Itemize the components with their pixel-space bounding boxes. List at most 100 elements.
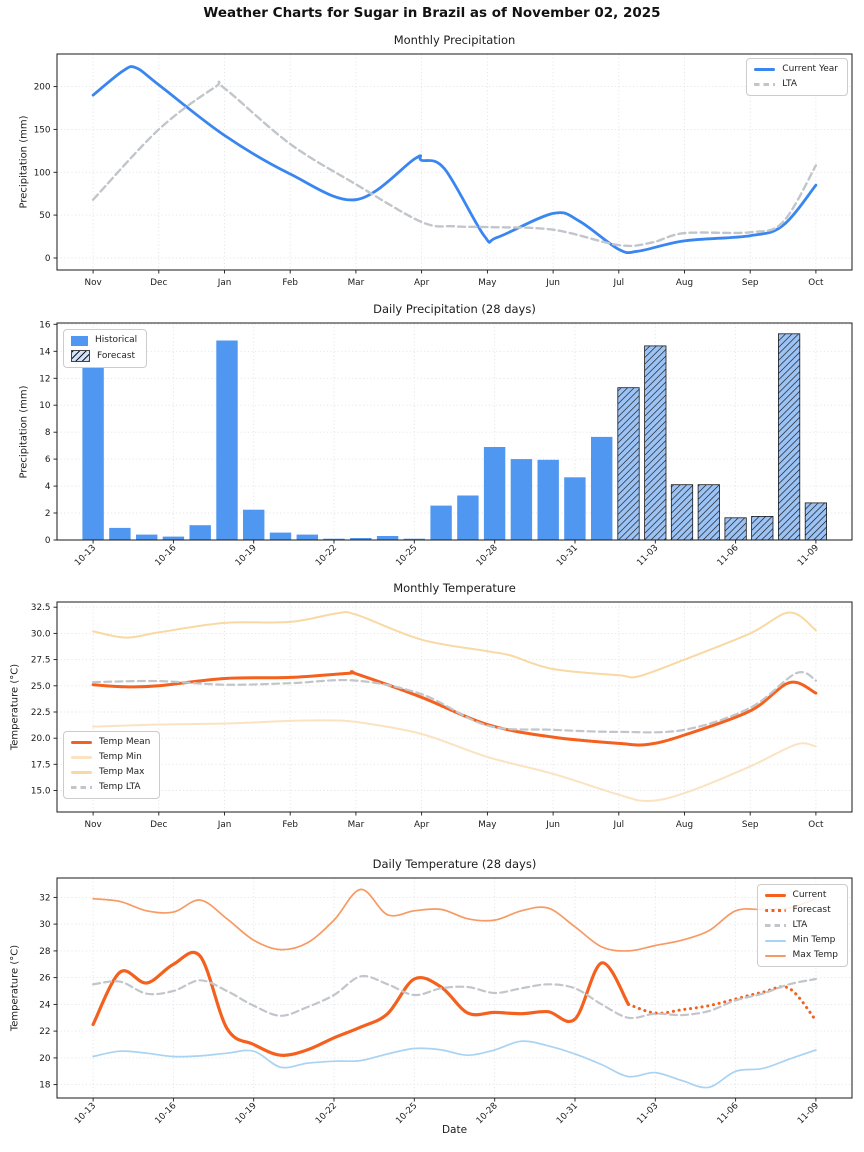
x-tick-label: Jun [545,278,560,288]
y-tick-label: 25.0 [31,682,51,692]
daily-precip-ylabel: Precipitation (mm) [18,385,30,479]
x-tick-label: 10-25 [394,1101,419,1126]
x-tick-label: Oct [808,278,824,288]
legend-swatch-dashed [754,83,776,86]
tick-labels: 0 50 100 150 200 Nov Dec Jan Feb Mar Apr May Jun Jul A… [34,83,824,288]
legend-label: Current [792,890,827,900]
historical-bar-10-20 [269,532,292,540]
y-tick-label: 30.0 [31,629,51,639]
x-tick-label: 10-28 [475,543,500,568]
x-tick-label: 10-13 [73,1101,98,1126]
legend-label: Temp Max [99,767,145,777]
plot-border [56,601,853,813]
historical-bar-10-22 [323,538,345,540]
legend-label: Max Temp [792,950,838,960]
x-tick-label: 10-28 [475,1101,500,1126]
y-tick-label: 27.5 [31,656,51,666]
legend-entry: Forecast [71,350,137,362]
legend-swatch-line [754,67,776,72]
legend-entry: Temp Min [71,752,150,763]
y-tick-label: 32.5 [31,603,51,613]
forecast-bar-11-08 [778,333,801,541]
x-tick-label: 11-06 [716,1101,741,1126]
series-temp-min [92,719,817,803]
historical-bar-10-28 [483,447,506,540]
y-tick-label: 0 [45,536,51,546]
forecast-bar-11-06 [724,517,747,541]
series-forecast [627,985,818,1022]
x-tick-label: Jan [217,278,232,288]
monthly-precipitation-title: Monthly Precipitation [393,33,516,47]
x-tick-label: Jun [545,820,560,830]
x-tick-label: Dec [150,278,167,288]
y-tick-label: 150 [34,125,51,135]
monthly-temp-legend: Temp Mean Temp Min Temp Max Temp LTA [63,731,161,799]
legend-entry: Min Temp [764,935,838,946]
y-tick-label: 22 [39,1027,50,1037]
axis-ticks [53,896,817,1102]
y-tick-label: 30 [39,920,51,930]
historical-bar-10-30 [537,459,559,540]
y-tick-label: 24 [39,1000,51,1010]
y-tick-label: 17.5 [31,760,51,770]
y-tick-label: 20 [39,1054,51,1064]
y-tick-label: 50 [39,211,51,221]
y-tick-label: 32 [39,893,50,903]
y-tick-label: 0 [45,254,51,264]
x-tick-label: Nov [85,820,102,830]
legend-entry: Temp LTA [71,782,150,793]
monthly-precip-ylabel: Precipitation (mm) [18,115,30,209]
x-tick-label: Apr [414,278,430,288]
x-tick-label: 11-09 [796,543,821,568]
legend-swatch-box [71,335,88,346]
y-tick-label: 200 [34,83,51,93]
x-tick-label: Sep [742,278,759,288]
legend-entry: Historical [71,335,137,346]
legend-swatch-line [71,740,92,745]
legend-label: Temp Min [99,752,142,762]
tick-labels: 15.0 17.5 20.0 22.5 25.0 27.5 30.0 32.5 Nov Dec Ja… [31,603,824,830]
legend-entry: LTA [754,79,838,90]
historical-bar-10-29 [510,459,533,540]
x-tick-label: Sep [742,820,759,830]
historical-bar-10-21 [296,534,318,540]
forecast-bar-11-02 [617,387,640,541]
date-axis-label: Date [441,1124,468,1136]
historical-bar-10-31 [564,477,586,540]
figure-title: Weather Charts for Sugar in Brazil as of… [203,5,661,21]
x-tick-label: 10-19 [234,543,259,568]
historical-bar-10-16 [162,536,185,540]
y-tick-label: 22.5 [31,708,51,718]
historical-bar-10-26 [430,505,452,540]
historical-bar-10-18 [216,340,238,540]
y-tick-label: 15.0 [31,787,51,797]
tick-labels: 18 20 22 24 26 28 30 32 10-13 10-16 10-19 10-22 10-2… [39,893,821,1126]
forecast-bar-11-09 [804,502,828,541]
legend-swatch-dashed [71,786,92,789]
legend-label: Forecast [792,905,831,915]
x-tick-label: Jul [612,820,624,830]
daily-temp-ylabel: Temperature (°C) [9,944,21,1032]
series-temp-mean [91,670,818,747]
gridlines [57,323,852,541]
x-tick-label: 10-31 [555,1101,580,1126]
legend-entry: Temp Mean [71,737,150,748]
legend-entry: LTA [764,920,838,931]
plot-border [56,322,853,541]
y-tick-label: 8 [45,428,51,438]
y-tick-label: 26 [39,974,51,984]
legend-swatch-dashed [764,924,786,927]
y-tick-label: 4 [45,482,51,492]
x-tick-label: Nov [85,278,102,288]
x-tick-label: Dec [150,820,167,830]
x-tick-label: 10-25 [394,543,419,568]
y-tick-label: 2 [45,509,51,519]
forecast-bar-11-05 [697,484,720,541]
x-tick-label: 10-31 [555,543,580,568]
x-tick-label: 10-16 [153,543,178,568]
legend-entry: Max Temp [764,950,838,961]
series-lta [91,80,818,248]
plot-border [56,53,853,271]
